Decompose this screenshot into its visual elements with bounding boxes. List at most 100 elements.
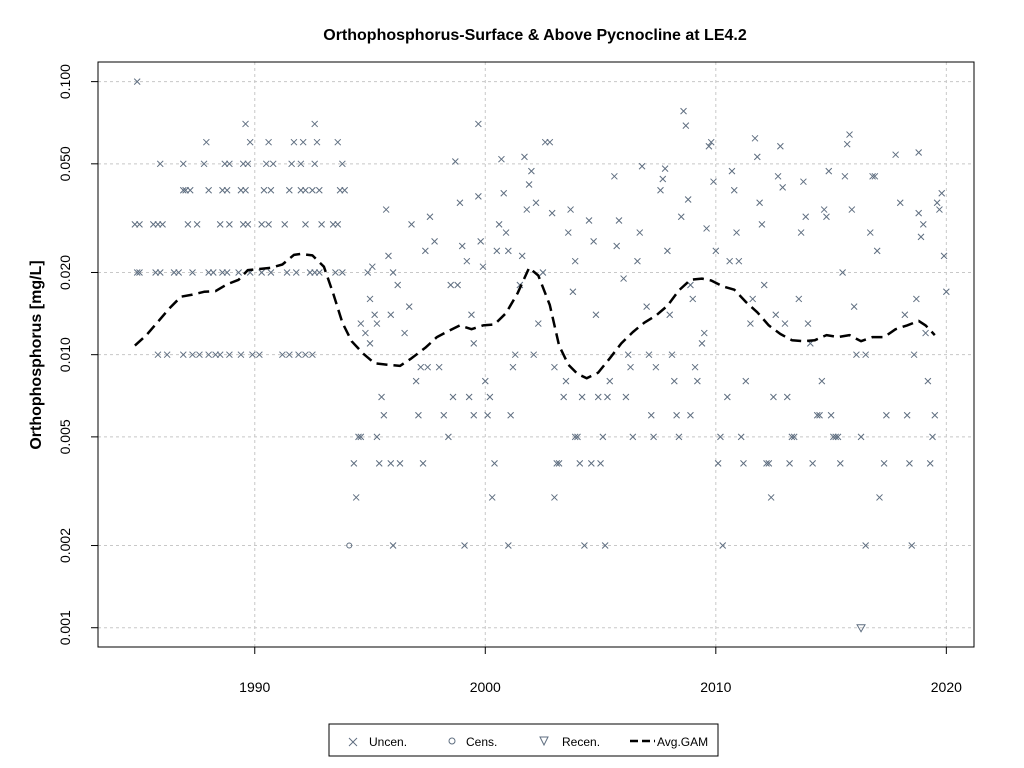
uncen-point: [269, 160, 277, 168]
uncen-point: [461, 542, 468, 549]
uncen-point: [871, 172, 879, 180]
legend-recen-marker-icon: [539, 736, 549, 747]
uncen-point: [726, 257, 733, 265]
uncen-point-stroke: [813, 411, 821, 419]
uncen-point-stroke: [611, 172, 618, 180]
uncen-point-stroke: [184, 221, 192, 228]
uncen-point: [901, 311, 909, 319]
y-axis: 0.001 0.002 0.005 0.010 0.020 0.050 0.100: [57, 64, 98, 645]
uncen-point-stroke: [226, 221, 233, 228]
uncen-point-stroke: [318, 221, 325, 228]
uncen-point-stroke: [226, 160, 233, 168]
uncen-point: [567, 206, 574, 213]
uncen-point: [419, 459, 427, 467]
uncen-point: [385, 252, 392, 260]
uncen-point-stroke: [548, 209, 556, 217]
uncen-point: [551, 494, 558, 501]
uncen-point: [783, 393, 791, 401]
uncen-point: [495, 221, 503, 228]
uncen-point-stroke: [624, 351, 632, 359]
uncen-point-stroke: [730, 186, 738, 194]
uncen-point-stroke: [592, 311, 600, 319]
uncen-point: [926, 459, 934, 467]
uncen-point: [647, 411, 655, 419]
uncen-point-stroke: [285, 351, 293, 359]
uncen-point: [265, 221, 272, 228]
uncen-point: [184, 221, 192, 228]
uncen-point: [267, 186, 275, 194]
data-points: [131, 78, 950, 633]
uncen-point: [825, 167, 833, 175]
uncen-point: [200, 160, 208, 168]
uncen-point: [424, 363, 432, 371]
uncen-point-stroke: [539, 269, 547, 276]
uncen-point-stroke: [862, 542, 870, 549]
uncen-point-stroke: [461, 542, 468, 549]
uncen-point: [396, 459, 404, 467]
uncen-point-stroke: [504, 247, 512, 255]
uncen-point: [638, 162, 646, 170]
uncen-point-stroke: [684, 196, 692, 203]
uncen-point-stroke: [339, 160, 346, 168]
uncen-point: [866, 229, 874, 236]
uncen-point: [880, 459, 888, 467]
uncen-point-stroke: [357, 433, 365, 441]
uncen-point-stroke: [507, 411, 514, 419]
uncen-point-stroke: [189, 269, 196, 276]
uncen-point-stroke: [694, 377, 701, 385]
uncen-point: [475, 120, 482, 128]
x-tick-label: 2010: [700, 679, 731, 695]
uncen-point-stroke: [546, 138, 554, 146]
uncen-point: [366, 340, 374, 347]
uncen-point: [917, 233, 925, 241]
uncen-point: [179, 186, 187, 194]
uncen-point: [601, 542, 609, 549]
uncen-point-stroke: [279, 351, 286, 359]
cens-point: [346, 542, 353, 549]
uncen-point-stroke: [260, 186, 268, 194]
uncen-point: [366, 295, 374, 303]
uncen-point: [196, 351, 203, 359]
uncen-point: [705, 142, 713, 150]
uncen-point-stroke: [352, 494, 360, 501]
uncen-point: [426, 213, 434, 221]
uncen-point-stroke: [235, 269, 242, 276]
uncen-point-stroke: [753, 153, 761, 161]
uncen-point-stroke: [933, 199, 941, 207]
uncen-point: [599, 433, 607, 441]
uncen-point-stroke: [470, 340, 478, 347]
uncen-point: [297, 160, 305, 168]
uncen-point-stroke: [136, 221, 143, 228]
uncen-point-stroke: [313, 138, 321, 146]
uncen-point-stroke: [502, 229, 510, 236]
uncen-point-stroke: [509, 363, 517, 371]
uncen-point: [765, 459, 773, 467]
uncen-point: [309, 186, 316, 194]
uncen-point-stroke: [571, 257, 579, 265]
uncen-point: [449, 393, 457, 401]
uncen-point: [747, 320, 754, 327]
uncen-point: [534, 320, 542, 327]
uncen-point-stroke: [479, 263, 487, 271]
uncen-point: [285, 186, 293, 194]
uncen-point-stroke: [290, 138, 298, 146]
uncen-point-stroke: [426, 213, 434, 221]
uncen-point-stroke: [491, 459, 498, 467]
uncen-point-stroke: [816, 411, 823, 419]
uncen-point: [302, 221, 309, 228]
uncen-point-stroke: [200, 160, 208, 168]
uncen-point-stroke: [242, 186, 249, 194]
uncen-point: [742, 377, 750, 385]
uncen-point: [447, 281, 455, 289]
uncen-point: [401, 329, 408, 337]
uncen-point-stroke: [498, 155, 505, 163]
uncen-point: [371, 311, 378, 319]
uncen-point-stroke: [265, 138, 272, 146]
uncen-point: [643, 303, 651, 310]
uncen-point-stroke: [788, 433, 796, 441]
uncen-point: [933, 199, 941, 207]
uncen-point: [629, 433, 637, 441]
uncen-point-stroke: [857, 433, 865, 441]
uncen-point-stroke: [133, 269, 141, 276]
uncen-point: [611, 172, 618, 180]
